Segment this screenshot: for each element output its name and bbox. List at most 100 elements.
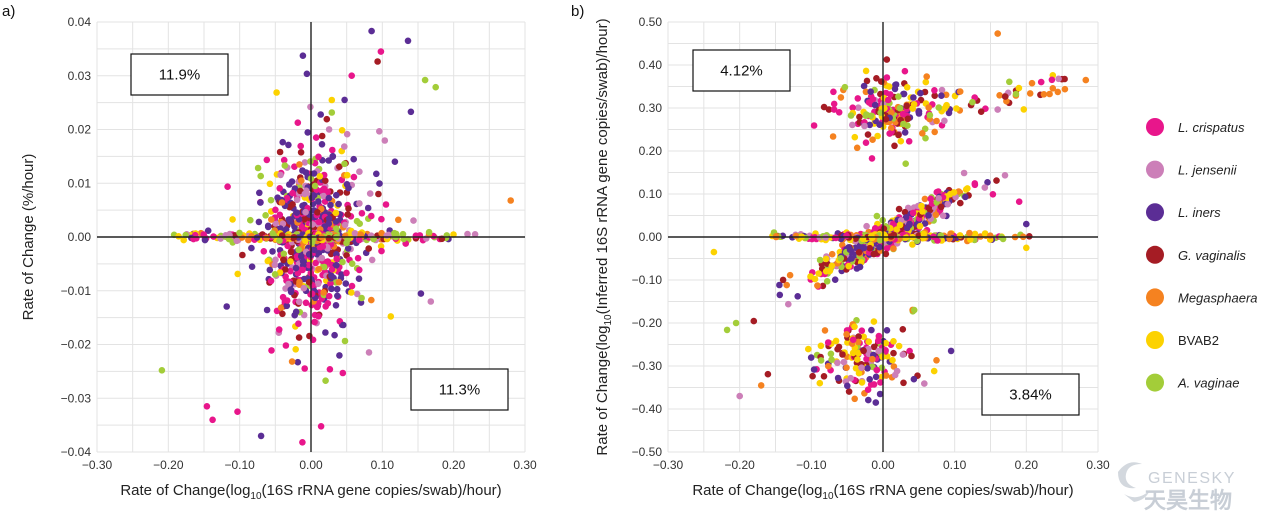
y-tick-label: −0.30	[632, 359, 663, 373]
scatter-point	[843, 232, 850, 240]
scatter-point	[344, 211, 352, 218]
scatter-point	[336, 352, 343, 359]
scatter-point	[356, 266, 363, 274]
x-tick-label: −0.10	[796, 458, 827, 472]
scatter-point	[920, 230, 928, 238]
scatter-point	[315, 250, 323, 257]
scatter-point	[895, 205, 903, 213]
scatter-point	[269, 230, 277, 237]
scatter-point	[1015, 84, 1023, 92]
scatter-point	[1040, 91, 1048, 98]
scatter-point	[263, 306, 271, 314]
scatter-point	[325, 235, 333, 242]
scatter-point	[255, 218, 263, 226]
scatter-point	[318, 254, 326, 262]
y-tick-label: −0.10	[632, 273, 663, 287]
scatter-point	[900, 379, 907, 387]
scatter-point	[275, 326, 283, 333]
scatter-point	[824, 339, 832, 346]
legend-item: G. vaginalis	[1146, 245, 1246, 264]
scatter-point	[358, 294, 365, 302]
scatter-point	[864, 365, 871, 372]
scatter-point	[966, 229, 973, 237]
scatter-point	[811, 275, 819, 283]
scatter-point	[931, 128, 938, 136]
annotation-box: 3.84%	[981, 373, 1080, 416]
annotation-frame	[410, 368, 509, 411]
scatter-point	[271, 271, 279, 278]
scatter-point	[865, 338, 872, 346]
panel-label: b)	[571, 3, 584, 20]
scatter-point	[1001, 172, 1009, 179]
scatter-point	[294, 269, 302, 277]
scatter-point	[257, 172, 265, 180]
scatter-point	[364, 204, 372, 212]
scatter-point	[262, 212, 269, 219]
scatter-point	[287, 248, 295, 256]
scatter-point	[853, 144, 861, 152]
scatter-point	[888, 109, 895, 116]
y-tick-label: 0.00	[639, 230, 663, 244]
scatter-point	[874, 132, 881, 140]
scatter-point	[310, 170, 318, 177]
scatter-point	[356, 220, 364, 227]
scatter-point	[785, 300, 792, 308]
scatter-point	[829, 133, 837, 140]
scatter-point	[382, 201, 390, 208]
scatter-point	[315, 313, 322, 320]
scatter-point	[264, 223, 272, 231]
scatter-point	[863, 355, 870, 363]
scatter-point	[901, 129, 909, 136]
scatter-point	[883, 74, 891, 81]
x-tick-label: 0.30	[1086, 458, 1110, 472]
scatter-point	[292, 308, 300, 316]
y-tick-label: 0.40	[639, 58, 663, 72]
scatter-point	[272, 206, 279, 214]
scatter-point	[284, 242, 291, 250]
scatter-point	[1028, 79, 1036, 87]
scatter-point	[863, 111, 870, 118]
scatter-point	[945, 109, 953, 117]
scatter-point	[809, 372, 816, 380]
scatter-point	[794, 293, 801, 300]
scatter-point	[298, 177, 305, 184]
scatter-point	[341, 337, 349, 345]
scatter-point	[922, 78, 930, 86]
scatter-point	[324, 300, 332, 307]
scatter-point	[981, 230, 989, 237]
scatter-point	[905, 138, 913, 145]
scatter-point	[846, 246, 854, 253]
scatter-point	[855, 104, 862, 111]
scatter-point	[344, 245, 352, 252]
scatter-point	[933, 357, 940, 364]
scatter-point	[854, 95, 862, 102]
scatter-point	[338, 271, 345, 278]
scatter-point	[295, 298, 303, 306]
scatter-point	[341, 221, 349, 229]
scatter-point	[971, 181, 979, 189]
annotation-frame	[130, 53, 229, 96]
scatter-point	[374, 58, 381, 65]
scatter-point	[300, 284, 308, 292]
scatter-point	[1012, 90, 1020, 98]
scatter-point	[257, 432, 265, 440]
scatter-point	[897, 137, 905, 145]
scatter-point	[750, 317, 758, 325]
scatter-point	[915, 110, 923, 117]
scatter-point	[289, 189, 296, 197]
y-tick-label: −0.50	[632, 445, 663, 459]
scatter-point	[1054, 88, 1062, 96]
scatter-point	[309, 221, 316, 228]
scatter-point	[255, 189, 263, 197]
scatter-point	[328, 272, 335, 280]
scatter-point	[283, 297, 291, 304]
scatter-point	[299, 266, 306, 274]
scatter-point	[247, 216, 254, 224]
scatter-point	[866, 244, 874, 252]
scatter-point	[810, 122, 818, 129]
scatter-point	[311, 318, 318, 326]
scatter-point	[318, 132, 326, 140]
scatter-point	[872, 399, 880, 406]
scatter-point	[848, 255, 855, 262]
